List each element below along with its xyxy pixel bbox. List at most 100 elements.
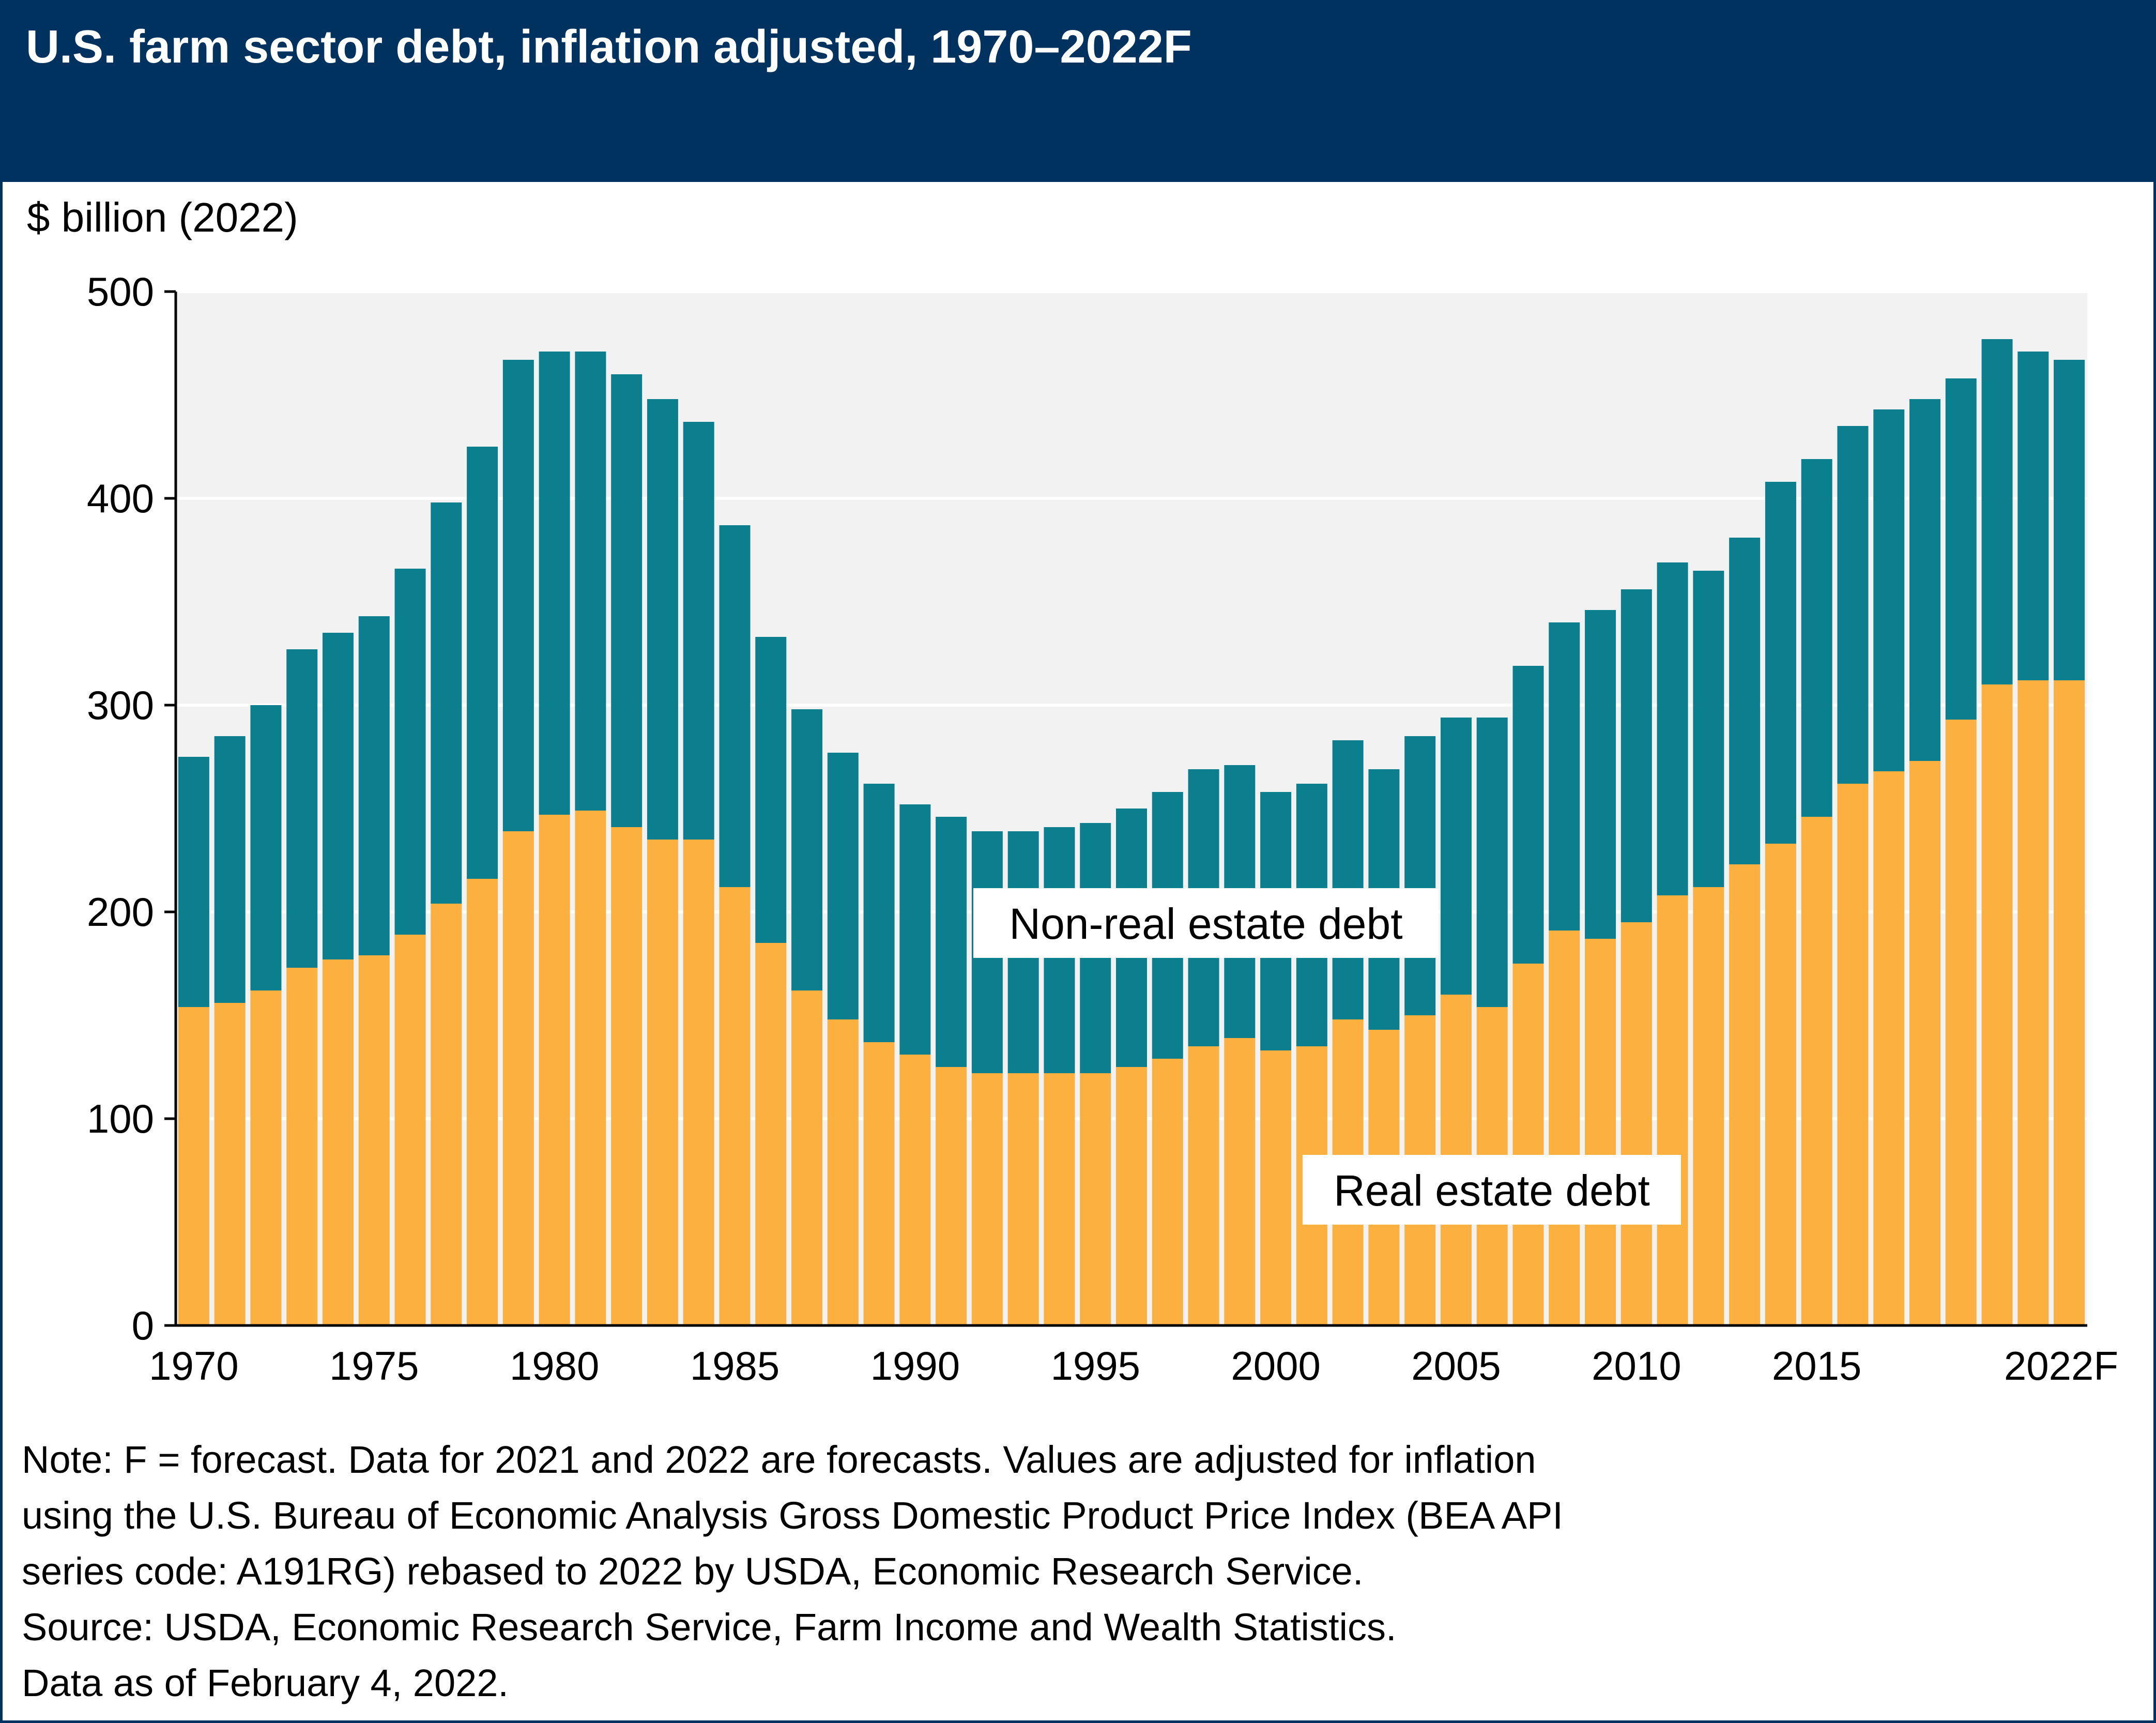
y-tick-label: 100 — [87, 1096, 154, 1141]
bar-real-estate-2007 — [1512, 964, 1544, 1325]
bar-real-estate-1982 — [611, 827, 643, 1325]
note-line: Note: F = forecast. Data for 2021 and 20… — [22, 1438, 1536, 1481]
bar-non-real-estate-1980 — [539, 352, 570, 815]
y-tick-label: 500 — [87, 269, 154, 314]
bar-non-real-estate-1970 — [178, 757, 209, 1007]
bar-real-estate-1977 — [431, 904, 462, 1325]
bar-real-estate-1997 — [1152, 1059, 1183, 1325]
bar-non-real-estate-2008 — [1549, 622, 1580, 931]
stacked-bar-chart: 0 100 200 300 400 500 1970 1975 1980 1985 1990 1995… — [87, 269, 2118, 1389]
bar-non-real-estate-1991 — [936, 817, 967, 1067]
bar-non-real-estate-1972 — [250, 705, 282, 990]
bar-non-real-estate-1984 — [683, 422, 714, 840]
bar-non-real-estate-2005 — [1440, 718, 1472, 995]
bar-non-real-estate-1986 — [755, 637, 787, 943]
bar-real-estate-1975 — [358, 955, 390, 1325]
x-tick-label: 1990 — [870, 1343, 960, 1389]
note-line: using the U.S. Bureau of Economic Analys… — [22, 1494, 1563, 1537]
bar-non-real-estate-2022 — [2054, 360, 2085, 680]
bar-real-estate-1983 — [647, 840, 678, 1325]
label-non-real-estate-debt: Non-real estate debt — [1009, 899, 1402, 948]
bar-real-estate-1991 — [936, 1067, 967, 1325]
date-line: Data as of February 4, 2022. — [22, 1661, 509, 1704]
label-real-estate-debt: Real estate debt — [1334, 1166, 1650, 1215]
bar-non-real-estate-2016 — [1837, 426, 1869, 784]
bar-real-estate-1976 — [394, 935, 426, 1325]
bar-real-estate-1971 — [214, 1003, 246, 1325]
bar-non-real-estate-2020 — [1981, 339, 2013, 684]
bar-real-estate-2021 — [2017, 680, 2049, 1325]
bar-real-estate-1996 — [1115, 1067, 1148, 1325]
bar-non-real-estate-1977 — [431, 502, 462, 904]
bar-non-real-estate-2017 — [1873, 409, 1905, 771]
bar-non-real-estate-1983 — [647, 399, 678, 840]
bar-real-estate-1984 — [683, 840, 714, 1325]
bar-non-real-estate-2004 — [1404, 736, 1436, 1015]
bar-non-real-estate-1973 — [286, 649, 318, 968]
bar-non-real-estate-2015 — [1801, 459, 1832, 817]
x-tick-label: 2005 — [1411, 1343, 1501, 1389]
bar-real-estate-2016 — [1837, 784, 1869, 1325]
bar-non-real-estate-2007 — [1512, 666, 1544, 964]
source-line: Source: USDA, Economic Research Service,… — [22, 1606, 1397, 1649]
note-line: series code: A191RG) rebased to 2022 by … — [22, 1550, 1364, 1593]
bar-non-real-estate-1975 — [358, 616, 390, 955]
chart-title: U.S. farm sector debt, inflation adjuste… — [26, 21, 1192, 73]
label-non-real-estate-debt-box — [973, 888, 1439, 958]
bar-non-real-estate-2002 — [1332, 740, 1364, 1019]
bar-real-estate-1970 — [178, 1007, 209, 1325]
y-tick-label: 300 — [87, 682, 154, 728]
x-tick-label: 2010 — [1592, 1343, 1681, 1389]
x-tick-label: 2022F — [2004, 1343, 2118, 1389]
x-tick-label: 1995 — [1050, 1343, 1140, 1389]
y-tick-label: 400 — [87, 476, 154, 521]
bar-real-estate-2018 — [1909, 761, 1941, 1325]
bar-real-estate-1980 — [539, 815, 570, 1325]
label-real-estate-debt-box — [1303, 1155, 1681, 1225]
bar-real-estate-1998 — [1188, 1046, 1219, 1325]
bar-real-estate-1972 — [250, 990, 282, 1325]
header-bar: U.S. farm sector debt, inflation adjuste… — [0, 0, 2156, 182]
bar-real-estate-2008 — [1549, 931, 1580, 1325]
bar-non-real-estate-2009 — [1585, 610, 1616, 939]
bar-non-real-estate-1982 — [611, 374, 643, 827]
bar-real-estate-1986 — [755, 943, 787, 1325]
x-tick-label: 1980 — [510, 1343, 600, 1389]
bar-real-estate-2022 — [2054, 680, 2085, 1325]
bar-non-real-estate-2010 — [1620, 589, 1652, 922]
bar-real-estate-1979 — [502, 831, 534, 1325]
bar-real-estate-1973 — [286, 968, 318, 1325]
bar-real-estate-2014 — [1765, 844, 1796, 1325]
y-axis-label: $ billion (2022) — [27, 194, 298, 240]
bar-non-real-estate-1981 — [575, 352, 606, 811]
bar-non-real-estate-1974 — [322, 633, 354, 959]
x-tick-label: 1970 — [149, 1343, 239, 1389]
bar-real-estate-2015 — [1801, 817, 1832, 1325]
bar-non-real-estate-2006 — [1476, 718, 1508, 1007]
x-tick-label: 1985 — [690, 1343, 780, 1389]
bar-non-real-estate-2014 — [1765, 482, 1796, 844]
bar-real-estate-2020 — [1981, 684, 2013, 1325]
bar-real-estate-1992 — [971, 1073, 1003, 1325]
bar-real-estate-1988 — [827, 1019, 859, 1325]
bar-non-real-estate-1971 — [214, 736, 246, 1003]
bar-real-estate-1994 — [1044, 1073, 1075, 1325]
bar-real-estate-2012 — [1693, 887, 1724, 1325]
bar-real-estate-2017 — [1873, 771, 1905, 1325]
x-tick-label: 2000 — [1231, 1343, 1321, 1389]
bar-non-real-estate-1989 — [863, 784, 895, 1042]
bar-real-estate-1987 — [791, 990, 823, 1325]
bar-real-estate-2010 — [1620, 922, 1652, 1325]
bar-real-estate-1995 — [1080, 1073, 1111, 1325]
bar-real-estate-2011 — [1657, 895, 1688, 1325]
bar-non-real-estate-1985 — [719, 525, 751, 887]
bar-real-estate-1974 — [322, 959, 354, 1325]
bar-real-estate-2019 — [1945, 720, 1977, 1325]
bar-non-real-estate-1978 — [467, 447, 498, 879]
notes: Note: F = forecast. Data for 2021 and 20… — [22, 1432, 1563, 1711]
bar-non-real-estate-2018 — [1909, 399, 1941, 761]
bar-non-real-estate-1990 — [899, 804, 931, 1055]
bar-real-estate-1978 — [467, 879, 498, 1325]
bar-real-estate-2009 — [1585, 939, 1616, 1325]
